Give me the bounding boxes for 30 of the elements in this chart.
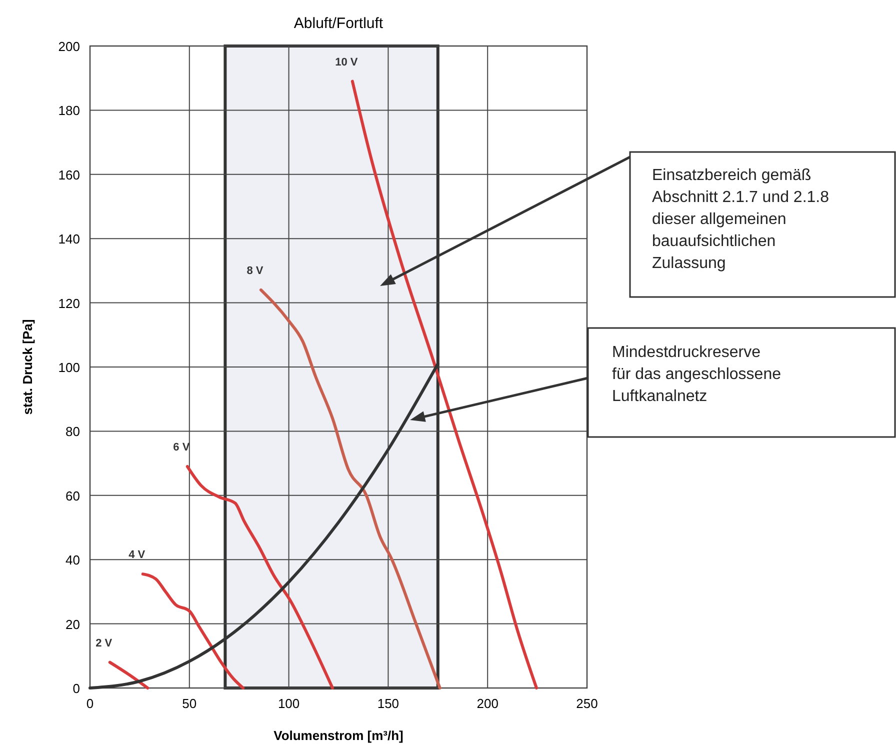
y-tick-label: 80 [66,424,80,440]
line-series [350,80,538,690]
x-tick-label: 100 [278,696,300,711]
series-label: 10 V [335,56,358,68]
x-tick-label: 50 [182,696,197,711]
y-tick-label: 120 [58,296,80,311]
y-tick-label: 40 [66,552,80,568]
y-tick-label: 20 [66,616,80,632]
chart-title: Abluft/Fortluft [294,15,384,32]
x-tick-label: 250 [576,696,598,711]
x-tick-label: 150 [377,696,400,711]
line-series [259,288,442,690]
line-series [141,572,245,690]
y-axis-title: stat. Druck [Pa] [20,319,35,415]
text: Einsatzbereich gemäß Abschnitt 2.1.7 und 2.1.8 dieser allgemeinen bauaufsichtlichen Zulassung [652,167,830,272]
line-series [186,465,334,690]
series-label: 2 V [96,637,113,650]
y-tick-label: 100 [58,360,80,375]
x-tick-label: 200 [476,696,498,711]
y-tick-label: 200 [58,39,80,54]
y-tick-label: 160 [58,167,80,182]
y-tick-label: 0 [72,681,80,696]
series-label: 8 V [246,264,264,277]
y-tick-label: 140 [58,232,80,247]
y-tick-label: 60 [66,488,80,504]
x-axis-title: Volumenstrom [m³/h] [274,728,404,743]
y-tick-label: 180 [58,103,80,118]
text: Mindestdruckreserve für das angeschlossene Luftkanalnetz [612,344,782,405]
series-label: 4 V [128,549,146,562]
x-tick-label: 0 [86,696,94,711]
